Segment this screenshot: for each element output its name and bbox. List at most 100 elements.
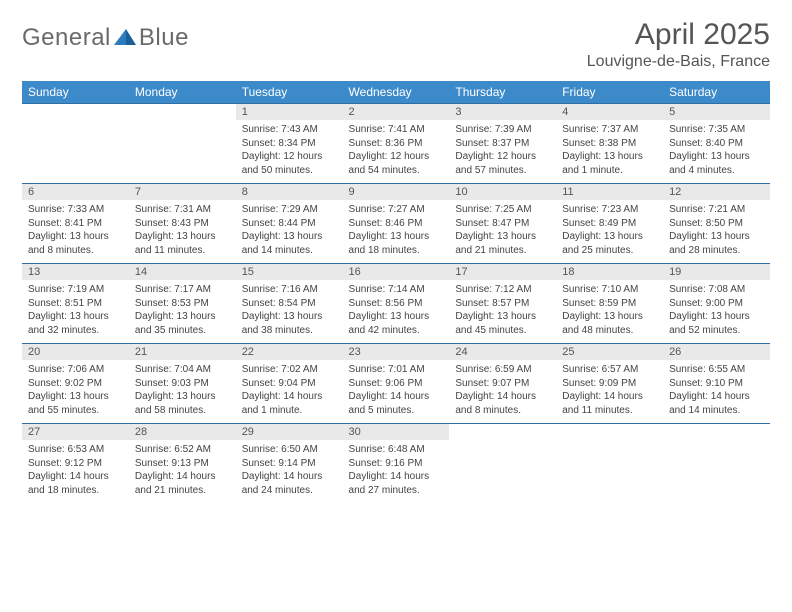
day-body: Sunrise: 7:12 AMSunset: 8:57 PMDaylight:…	[449, 280, 556, 343]
day-body: Sunrise: 7:10 AMSunset: 8:59 PMDaylight:…	[556, 280, 663, 343]
sunrise-line: Sunrise: 7:35 AM	[669, 123, 764, 137]
day-body: Sunrise: 7:23 AMSunset: 8:49 PMDaylight:…	[556, 200, 663, 263]
day-number: 21	[129, 344, 236, 360]
day-number: 10	[449, 184, 556, 200]
calendar-cell: 11Sunrise: 7:23 AMSunset: 8:49 PMDayligh…	[556, 184, 663, 264]
day-body: Sunrise: 7:35 AMSunset: 8:40 PMDaylight:…	[663, 120, 770, 183]
sunrise-line: Sunrise: 7:39 AM	[455, 123, 550, 137]
calendar-cell: .	[129, 104, 236, 184]
day-header: Saturday	[663, 81, 770, 104]
daylight-line: Daylight: 14 hours and 1 minute.	[242, 390, 337, 417]
daylight-line: Daylight: 13 hours and 45 minutes.	[455, 310, 550, 337]
sunrise-line: Sunrise: 7:43 AM	[242, 123, 337, 137]
day-number: 4	[556, 104, 663, 120]
calendar-row: ..1Sunrise: 7:43 AMSunset: 8:34 PMDaylig…	[22, 104, 770, 184]
sunrise-line: Sunrise: 6:48 AM	[349, 443, 444, 457]
sunset-line: Sunset: 8:41 PM	[28, 217, 123, 231]
sunset-line: Sunset: 8:44 PM	[242, 217, 337, 231]
day-body	[22, 120, 129, 182]
daylight-line: Daylight: 13 hours and 11 minutes.	[135, 230, 230, 257]
sunset-line: Sunset: 8:59 PM	[562, 297, 657, 311]
day-number: 20	[22, 344, 129, 360]
sunset-line: Sunset: 8:37 PM	[455, 137, 550, 151]
sunset-line: Sunset: 9:09 PM	[562, 377, 657, 391]
day-number: 8	[236, 184, 343, 200]
sunrise-line: Sunrise: 7:14 AM	[349, 283, 444, 297]
calendar-cell: 18Sunrise: 7:10 AMSunset: 8:59 PMDayligh…	[556, 264, 663, 344]
logo-word1: General	[22, 24, 111, 52]
sunset-line: Sunset: 9:04 PM	[242, 377, 337, 391]
sunrise-line: Sunrise: 7:29 AM	[242, 203, 337, 217]
sunset-line: Sunset: 9:12 PM	[28, 457, 123, 471]
sunset-line: Sunset: 9:06 PM	[349, 377, 444, 391]
daylight-line: Daylight: 13 hours and 4 minutes.	[669, 150, 764, 177]
day-header: Wednesday	[343, 81, 450, 104]
calendar-cell: 12Sunrise: 7:21 AMSunset: 8:50 PMDayligh…	[663, 184, 770, 264]
day-number: 7	[129, 184, 236, 200]
day-header: Monday	[129, 81, 236, 104]
sunrise-line: Sunrise: 7:41 AM	[349, 123, 444, 137]
calendar-cell: 28Sunrise: 6:52 AMSunset: 9:13 PMDayligh…	[129, 424, 236, 504]
calendar-cell: 6Sunrise: 7:33 AMSunset: 8:41 PMDaylight…	[22, 184, 129, 264]
calendar-cell: 14Sunrise: 7:17 AMSunset: 8:53 PMDayligh…	[129, 264, 236, 344]
day-body	[129, 120, 236, 182]
day-number: 6	[22, 184, 129, 200]
daylight-line: Daylight: 12 hours and 57 minutes.	[455, 150, 550, 177]
daylight-line: Daylight: 14 hours and 27 minutes.	[349, 470, 444, 497]
day-number: 9	[343, 184, 450, 200]
calendar-cell: 19Sunrise: 7:08 AMSunset: 9:00 PMDayligh…	[663, 264, 770, 344]
sunset-line: Sunset: 8:46 PM	[349, 217, 444, 231]
daylight-line: Daylight: 13 hours and 58 minutes.	[135, 390, 230, 417]
sunset-line: Sunset: 8:53 PM	[135, 297, 230, 311]
day-header: Tuesday	[236, 81, 343, 104]
calendar-cell: 13Sunrise: 7:19 AMSunset: 8:51 PMDayligh…	[22, 264, 129, 344]
sunset-line: Sunset: 9:13 PM	[135, 457, 230, 471]
calendar-row: 20Sunrise: 7:06 AMSunset: 9:02 PMDayligh…	[22, 344, 770, 424]
daylight-line: Daylight: 13 hours and 52 minutes.	[669, 310, 764, 337]
calendar-cell: 8Sunrise: 7:29 AMSunset: 8:44 PMDaylight…	[236, 184, 343, 264]
calendar-cell: 2Sunrise: 7:41 AMSunset: 8:36 PMDaylight…	[343, 104, 450, 184]
day-number: 1	[236, 104, 343, 120]
day-number: 19	[663, 264, 770, 280]
daylight-line: Daylight: 13 hours and 35 minutes.	[135, 310, 230, 337]
logo: General Blue	[22, 18, 189, 52]
sunset-line: Sunset: 8:50 PM	[669, 217, 764, 231]
daylight-line: Daylight: 13 hours and 38 minutes.	[242, 310, 337, 337]
day-body: Sunrise: 6:55 AMSunset: 9:10 PMDaylight:…	[663, 360, 770, 423]
day-body: Sunrise: 7:33 AMSunset: 8:41 PMDaylight:…	[22, 200, 129, 263]
calendar-cell: 23Sunrise: 7:01 AMSunset: 9:06 PMDayligh…	[343, 344, 450, 424]
calendar-cell: 21Sunrise: 7:04 AMSunset: 9:03 PMDayligh…	[129, 344, 236, 424]
sunset-line: Sunset: 8:54 PM	[242, 297, 337, 311]
day-header: Friday	[556, 81, 663, 104]
sunset-line: Sunset: 8:51 PM	[28, 297, 123, 311]
calendar-page: General Blue April 2025 Louvigne-de-Bais…	[0, 0, 792, 521]
daylight-line: Daylight: 12 hours and 50 minutes.	[242, 150, 337, 177]
sunset-line: Sunset: 8:34 PM	[242, 137, 337, 151]
calendar-cell: 15Sunrise: 7:16 AMSunset: 8:54 PMDayligh…	[236, 264, 343, 344]
daylight-line: Daylight: 13 hours and 32 minutes.	[28, 310, 123, 337]
sunrise-line: Sunrise: 6:50 AM	[242, 443, 337, 457]
day-body: Sunrise: 7:16 AMSunset: 8:54 PMDaylight:…	[236, 280, 343, 343]
day-body: Sunrise: 7:29 AMSunset: 8:44 PMDaylight:…	[236, 200, 343, 263]
sunrise-line: Sunrise: 7:01 AM	[349, 363, 444, 377]
calendar-cell: .	[22, 104, 129, 184]
day-body: Sunrise: 7:39 AMSunset: 8:37 PMDaylight:…	[449, 120, 556, 183]
day-number: 5	[663, 104, 770, 120]
calendar-cell: 4Sunrise: 7:37 AMSunset: 8:38 PMDaylight…	[556, 104, 663, 184]
day-number: 11	[556, 184, 663, 200]
calendar-cell: 29Sunrise: 6:50 AMSunset: 9:14 PMDayligh…	[236, 424, 343, 504]
day-body: Sunrise: 7:17 AMSunset: 8:53 PMDaylight:…	[129, 280, 236, 343]
daylight-line: Daylight: 14 hours and 14 minutes.	[669, 390, 764, 417]
daylight-line: Daylight: 14 hours and 11 minutes.	[562, 390, 657, 417]
sunrise-line: Sunrise: 7:08 AM	[669, 283, 764, 297]
day-number: 28	[129, 424, 236, 440]
day-number: 14	[129, 264, 236, 280]
daylight-line: Daylight: 14 hours and 24 minutes.	[242, 470, 337, 497]
day-number: 25	[556, 344, 663, 360]
day-body: Sunrise: 7:02 AMSunset: 9:04 PMDaylight:…	[236, 360, 343, 423]
calendar-cell: .	[556, 424, 663, 504]
day-number: 15	[236, 264, 343, 280]
sunrise-line: Sunrise: 6:52 AM	[135, 443, 230, 457]
day-body: Sunrise: 6:53 AMSunset: 9:12 PMDaylight:…	[22, 440, 129, 503]
calendar-row: 27Sunrise: 6:53 AMSunset: 9:12 PMDayligh…	[22, 424, 770, 504]
